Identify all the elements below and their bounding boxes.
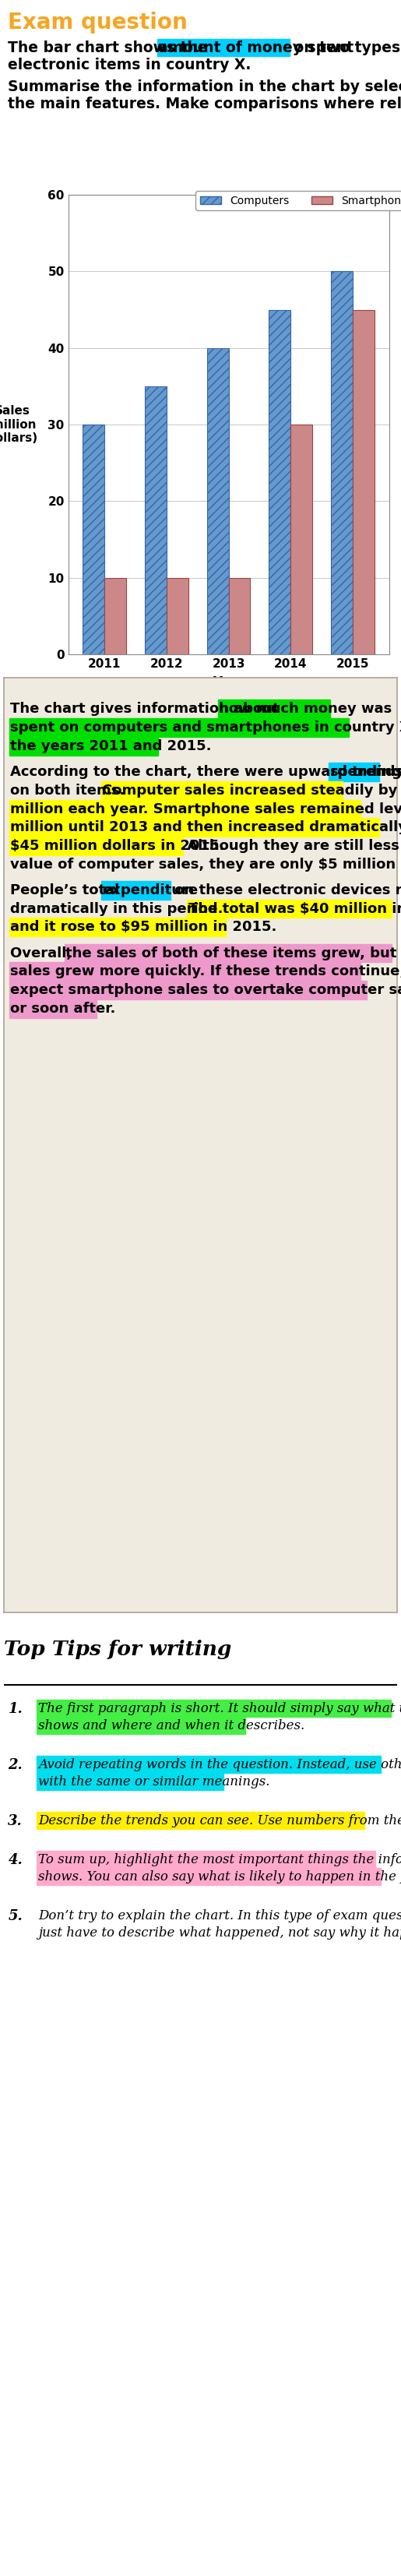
Bar — [229, 577, 250, 654]
Bar — [331, 270, 352, 654]
Bar — [9, 819, 379, 837]
Text: on these electronic devices rose: on these electronic devices rose — [170, 884, 401, 896]
Legend: Computers, Smartphones: Computers, Smartphones — [195, 191, 401, 211]
Text: the main features. Make comparisons where relevant.: the main features. Make comparisons wher… — [8, 95, 401, 111]
Bar — [166, 577, 188, 654]
Text: shows and where and when it describes.: shows and where and when it describes. — [38, 1718, 305, 1734]
Text: Top Tips for writing: Top Tips for writing — [4, 1641, 232, 1659]
Bar — [37, 1772, 224, 1790]
Bar — [9, 999, 97, 1018]
Text: value of computer sales, they are only $5 million behind.: value of computer sales, they are only $… — [10, 858, 401, 871]
Text: Computer sales increased steadily by $5: Computer sales increased steadily by $5 — [102, 783, 401, 799]
Bar — [291, 425, 312, 654]
Text: and it rose to $95 million in 2015.: and it rose to $95 million in 2015. — [10, 920, 277, 935]
Text: Don’t try to explain the chart. In this type of exam question you: Don’t try to explain the chart. In this … — [38, 1909, 401, 1922]
Bar — [145, 386, 166, 654]
Text: 3.: 3. — [8, 1814, 23, 1829]
Bar — [37, 1868, 381, 1886]
Bar — [9, 837, 183, 855]
Text: The chart gives information about: The chart gives information about — [10, 703, 284, 716]
Text: million each year. Smartphone sales remained level at $10: million each year. Smartphone sales rema… — [10, 801, 401, 817]
Text: Exam question: Exam question — [8, 13, 188, 33]
Bar — [101, 881, 170, 899]
Text: $45 million dollars in 2015.: $45 million dollars in 2015. — [10, 840, 224, 853]
Text: shows. You can also say what is likely to happen in the future.: shows. You can also say what is likely t… — [38, 1870, 401, 1883]
Bar — [83, 425, 105, 654]
Bar — [9, 981, 367, 999]
Text: The total was $40 million in 2011: The total was $40 million in 2011 — [188, 902, 401, 917]
Text: 5.: 5. — [8, 1909, 23, 1924]
Bar — [207, 348, 229, 654]
Bar — [37, 1700, 391, 1716]
Bar — [101, 781, 342, 799]
Text: or soon after.: or soon after. — [10, 1002, 115, 1015]
Bar — [157, 39, 290, 57]
Text: the sales of both of these items grew, but smartphone: the sales of both of these items grew, b… — [65, 945, 401, 961]
Text: on two types of: on two types of — [289, 41, 401, 54]
Bar — [9, 737, 158, 755]
Bar — [9, 719, 348, 737]
Bar — [65, 943, 391, 963]
Text: spent on computers and smartphones in country X between: spent on computers and smartphones in co… — [10, 721, 401, 734]
Text: Overall,: Overall, — [10, 945, 77, 961]
Text: Although they are still less than the: Although they are still less than the — [182, 840, 401, 853]
Bar — [218, 701, 330, 719]
Text: expect smartphone sales to overtake computer sales in 2016: expect smartphone sales to overtake comp… — [10, 984, 401, 997]
X-axis label: Year: Year — [213, 675, 245, 690]
Text: According to the chart, there were upward trends in: According to the chart, there were upwar… — [10, 765, 401, 778]
Text: sales grew more quickly. If these trends continue, we can: sales grew more quickly. If these trends… — [10, 963, 401, 979]
Text: how much money was: how much money was — [219, 703, 392, 716]
Text: Sales
(million
dollars): Sales (million dollars) — [0, 404, 37, 443]
Text: million until 2013 and then increased dramatically, reaching: million until 2013 and then increased dr… — [10, 819, 401, 835]
Text: 2.: 2. — [8, 1757, 23, 1772]
Text: electronic items in country X.: electronic items in country X. — [8, 57, 251, 72]
Text: Summarise the information in the chart by selecting and reporting: Summarise the information in the chart b… — [8, 80, 401, 95]
Text: the years 2011 and 2015.: the years 2011 and 2015. — [10, 739, 211, 752]
Bar — [269, 309, 291, 654]
Text: expenditure: expenditure — [102, 884, 198, 896]
Text: with the same or similar meanings.: with the same or similar meanings. — [38, 1775, 270, 1788]
Text: dramatically in this period.: dramatically in this period. — [10, 902, 228, 917]
Bar — [9, 963, 361, 981]
Text: just have to describe what happened, not say why it happened.: just have to describe what happened, not… — [38, 1927, 401, 1940]
Bar — [37, 1811, 364, 1829]
Text: People’s total: People’s total — [10, 884, 124, 896]
Bar — [37, 1716, 245, 1734]
Bar — [352, 309, 375, 654]
Text: To sum up, highlight the most important things the information: To sum up, highlight the most important … — [38, 1852, 401, 1868]
Text: The bar chart shows the: The bar chart shows the — [8, 41, 213, 54]
Text: The first paragraph is short. It should simply say what the chart: The first paragraph is short. It should … — [38, 1703, 401, 1716]
Bar — [37, 1757, 381, 1772]
Text: on both items.: on both items. — [10, 783, 130, 799]
Text: 1.: 1. — [8, 1703, 23, 1716]
Bar — [328, 762, 379, 781]
Bar — [37, 1850, 375, 1868]
Text: amount of money spent: amount of money spent — [158, 41, 353, 54]
Text: Describe the trends you can see. Use numbers from the chart.: Describe the trends you can see. Use num… — [38, 1814, 401, 1826]
Bar — [9, 917, 226, 938]
Text: spending: spending — [329, 765, 401, 778]
Bar — [9, 799, 361, 819]
Bar — [105, 577, 126, 654]
Text: Avoid repeating words in the question. Instead, use other words: Avoid repeating words in the question. I… — [38, 1757, 401, 1772]
Text: 4.: 4. — [8, 1852, 23, 1868]
Bar — [187, 899, 391, 917]
